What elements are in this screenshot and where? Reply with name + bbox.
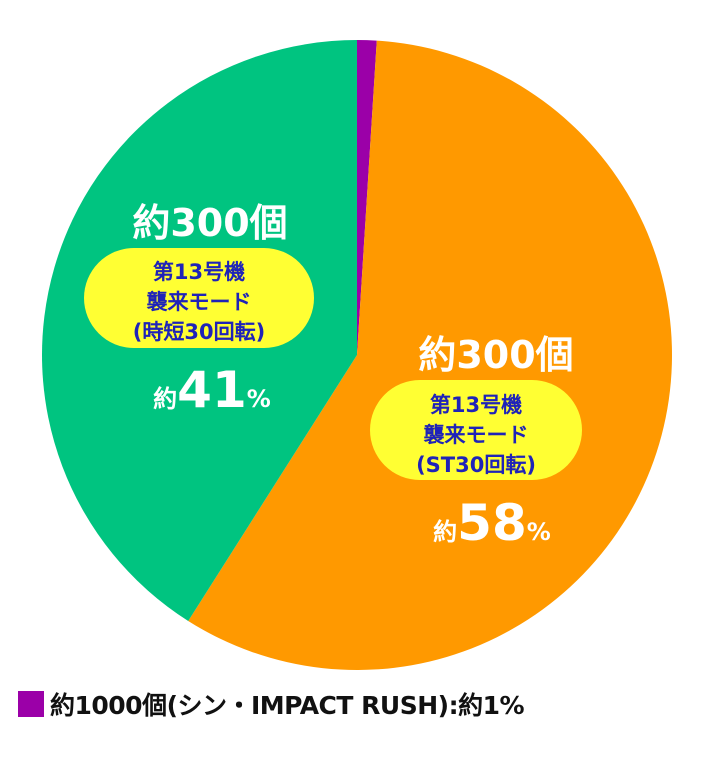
slice-label-jitan: 約300個 第13号機 襲来モード (時短30回転) 約41%	[84, 201, 314, 419]
mode-line-jitan-2: 襲来モード	[147, 290, 252, 314]
slice-label-st: 約300個 第13号機 襲来モード (ST30回転) 約58%	[370, 333, 582, 552]
percent-sign-st: %	[527, 518, 551, 546]
mode-line-st-1: 第13号機	[430, 393, 522, 417]
percent-label-st: 約58%	[433, 494, 551, 552]
percent-sign-jitan: %	[247, 385, 271, 413]
percent-value-st: 58	[457, 494, 527, 552]
percent-value-jitan: 41	[177, 361, 247, 419]
pie-slice-shin	[357, 40, 377, 355]
legend: 約1000個(シン・IMPACT RUSH):約1%	[18, 684, 525, 724]
pie-slices	[42, 40, 672, 670]
mode-line-st-2: 襲来モード	[424, 423, 529, 447]
mode-line-jitan-1: 第13号機	[153, 260, 245, 284]
mode-line-st-3: (ST30回転)	[416, 453, 536, 477]
mode-box-st	[370, 380, 582, 480]
legend-label: 約1000個(シン・IMPACT RUSH):約1%	[50, 691, 525, 720]
percent-prefix-jitan: 約	[153, 385, 177, 413]
mode-box-jitan	[84, 248, 314, 348]
pie-slice-st	[188, 40, 672, 670]
percent-label-jitan: 約41%	[153, 361, 271, 419]
percent-prefix-st: 約	[433, 518, 457, 546]
legend-swatch	[18, 691, 44, 717]
mode-line-jitan-3: (時短30回転)	[133, 320, 265, 344]
count-label-jitan: 約300個	[132, 201, 287, 245]
count-label-st: 約300個	[418, 333, 573, 377]
